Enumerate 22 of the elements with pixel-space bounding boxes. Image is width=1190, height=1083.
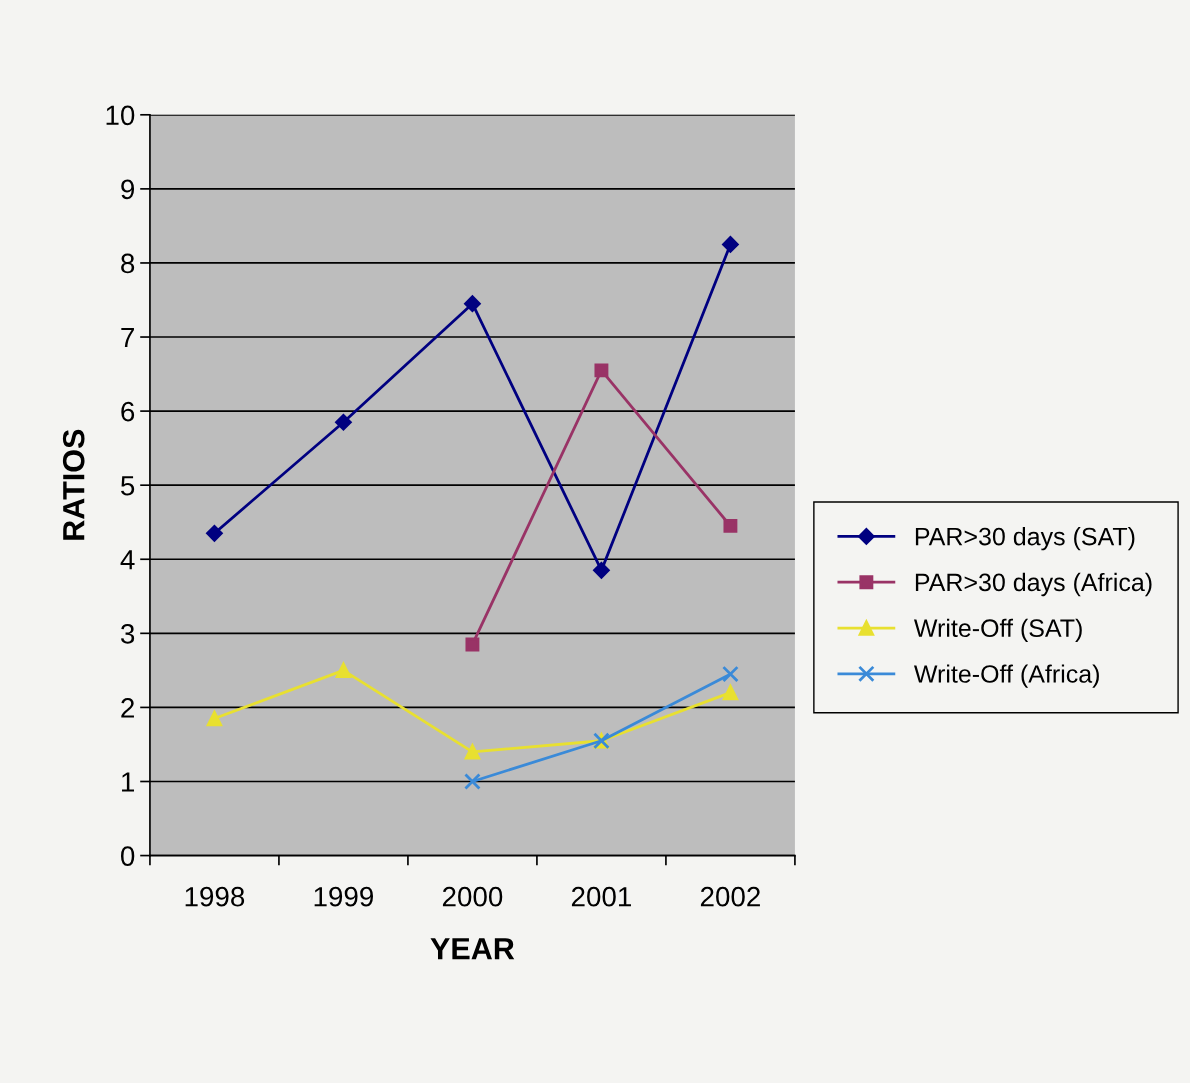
y-tick-label: 0 <box>120 846 135 866</box>
x-tick-label: 2001 <box>571 886 631 907</box>
x-tick-label: 1998 <box>185 886 245 907</box>
y-tick-label: 6 <box>121 401 135 422</box>
y-tick-label: 5 <box>121 476 135 496</box>
legend-label: Write-Off (Africa) <box>913 664 1099 688</box>
legend-label: Write-Off (SAT) <box>913 618 1082 642</box>
y-tick-label: 10 <box>106 105 135 126</box>
x-tick-label: 1999 <box>314 886 374 907</box>
y-tick-label: 7 <box>121 327 134 348</box>
legend-label: PAR>30 days (Africa) <box>915 572 1152 597</box>
y-tick-label: 4 <box>120 550 135 570</box>
y-tick-label: 2 <box>121 698 134 718</box>
x-tick-label: 2002 <box>700 886 760 907</box>
legend-label: PAR>30 days (SAT) <box>915 527 1135 551</box>
y-tick-label: 1 <box>122 772 134 792</box>
x-axis-title: YEAR <box>430 938 515 960</box>
y-axis-title: RATIOS <box>62 429 85 540</box>
y-tick-label: 8 <box>121 253 135 274</box>
y-tick-label: 3 <box>120 624 135 644</box>
y-tick-label: 9 <box>121 179 135 200</box>
x-tick-label: 2000 <box>442 886 503 907</box>
